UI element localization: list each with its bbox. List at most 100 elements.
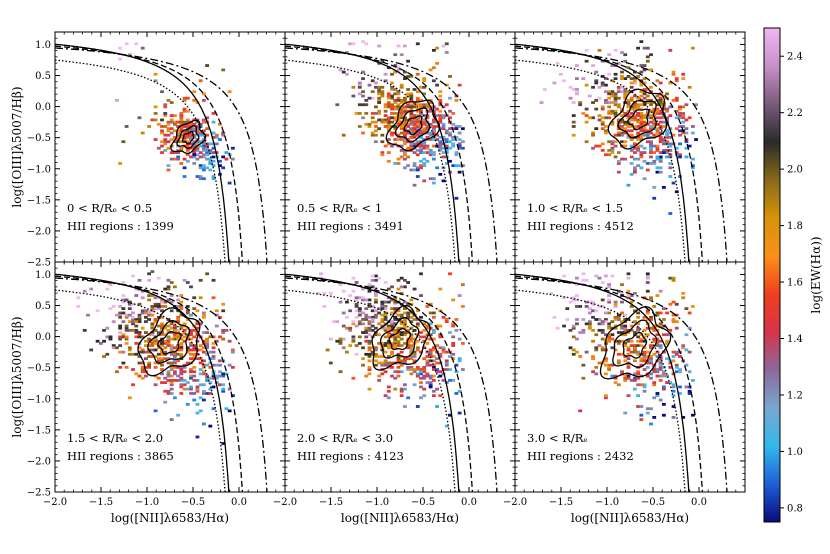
data-pixel <box>409 114 414 117</box>
data-pixel <box>428 333 433 337</box>
data-pixel <box>600 322 605 326</box>
data-pixel <box>668 135 673 139</box>
data-pixel <box>185 311 190 315</box>
data-pixel <box>412 328 417 332</box>
data-pixel <box>671 320 676 324</box>
data-pixel <box>655 350 660 354</box>
data-pixel <box>645 140 650 144</box>
data-pixel <box>626 101 631 104</box>
data-pixel <box>150 324 155 328</box>
data-pixel <box>684 127 689 131</box>
data-pixel <box>645 98 650 102</box>
data-pixel <box>179 352 184 356</box>
data-pixel <box>393 92 398 96</box>
data-pixel <box>227 339 232 343</box>
data-pixel <box>645 133 650 137</box>
data-pixel <box>645 411 650 415</box>
data-pixel <box>402 133 407 137</box>
data-pixel <box>137 302 142 306</box>
data-pixel <box>131 302 135 306</box>
data-pixel <box>137 320 142 324</box>
data-pixel <box>357 322 362 326</box>
data-pixel <box>632 116 637 120</box>
data-pixel <box>671 383 676 387</box>
data-pixel <box>169 344 174 347</box>
data-pixel <box>597 96 602 100</box>
data-pixel <box>441 135 446 139</box>
data-pixel <box>652 326 657 330</box>
data-pixel <box>205 363 210 367</box>
data-pixel <box>600 105 605 109</box>
data-pixel <box>674 151 679 154</box>
data-pixel <box>393 162 398 165</box>
data-pixel <box>205 392 210 395</box>
data-pixel <box>224 328 229 332</box>
data-pixel <box>172 396 177 400</box>
data-pixel <box>642 77 647 80</box>
data-pixel <box>655 392 660 395</box>
data-pixel <box>655 109 660 113</box>
data-pixel <box>539 101 544 104</box>
data-pixel <box>639 64 644 67</box>
data-pixel <box>185 281 190 284</box>
data-pixel <box>176 120 181 124</box>
data-pixel <box>214 324 219 328</box>
data-pixel <box>597 118 602 122</box>
data-pixel <box>645 274 650 278</box>
data-pixel <box>678 133 682 137</box>
data-pixel <box>377 127 382 131</box>
data-pixel <box>179 162 184 165</box>
data-pixel <box>140 376 145 380</box>
data-pixel <box>626 183 631 187</box>
data-pixel <box>185 129 190 133</box>
data-pixel <box>150 322 155 326</box>
data-pixel <box>454 127 459 131</box>
data-pixel <box>153 348 158 352</box>
data-pixel <box>396 98 401 102</box>
data-pixel <box>620 352 624 356</box>
data-pixel <box>594 346 599 350</box>
data-pixel <box>616 96 621 100</box>
data-pixel <box>115 98 119 102</box>
data-pixel <box>415 339 420 343</box>
density-contour <box>617 99 657 139</box>
data-pixel <box>166 372 171 376</box>
data-pixel <box>555 326 560 330</box>
data-pixel <box>415 116 420 120</box>
data-pixel <box>218 122 222 126</box>
data-pixel <box>179 122 184 126</box>
data-pixel <box>607 337 612 341</box>
data-pixel <box>383 144 388 148</box>
data-pixel <box>639 383 644 387</box>
data-pixel <box>131 368 135 371</box>
dashed-line <box>285 45 474 262</box>
data-pixel <box>144 357 148 361</box>
data-pixel <box>124 342 129 345</box>
data-pixel <box>399 127 404 131</box>
data-pixel <box>649 376 653 380</box>
data-pixel <box>386 66 391 70</box>
data-pixel <box>575 305 579 308</box>
data-pixel <box>383 118 388 122</box>
data-pixel <box>198 177 203 181</box>
data-pixel <box>661 333 666 337</box>
data-pixel <box>140 131 145 135</box>
data-pixel <box>182 278 187 282</box>
data-pixel <box>448 146 452 150</box>
data-pixel <box>639 363 644 367</box>
data-pixel <box>172 335 177 339</box>
data-pixel <box>444 146 449 150</box>
data-pixel <box>166 342 171 345</box>
data-pixel <box>620 300 624 304</box>
data-pixel <box>374 85 378 89</box>
data-pixel <box>425 105 430 109</box>
hii-count-label: HII regions : 2432 <box>527 449 634 463</box>
data-pixel <box>632 94 637 98</box>
data-pixel <box>584 48 589 52</box>
data-pixel <box>208 361 213 365</box>
data-pixel <box>457 125 462 128</box>
data-pixel <box>613 133 618 137</box>
data-pixel <box>645 289 650 293</box>
data-pixel <box>419 368 423 371</box>
data-pixel <box>380 94 385 98</box>
